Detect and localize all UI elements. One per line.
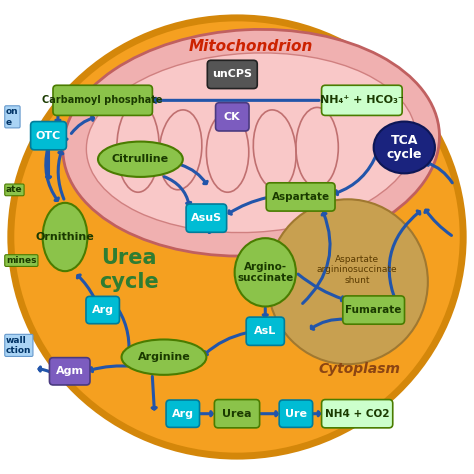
Text: Urea: Urea xyxy=(222,409,252,419)
Text: NH₄⁺ + HCO₃⁻: NH₄⁺ + HCO₃⁻ xyxy=(320,95,404,105)
FancyBboxPatch shape xyxy=(49,357,90,385)
FancyBboxPatch shape xyxy=(321,400,393,428)
Text: Fumarate: Fumarate xyxy=(346,305,402,315)
FancyBboxPatch shape xyxy=(166,400,200,428)
Text: Arg: Arg xyxy=(91,305,114,315)
Text: AsL: AsL xyxy=(254,326,276,336)
Text: Argino-
succinate: Argino- succinate xyxy=(237,262,293,283)
Text: Aspartate
argininosuccinate
shunt: Aspartate argininosuccinate shunt xyxy=(317,255,398,285)
Text: Aspartate: Aspartate xyxy=(272,192,330,202)
Text: unCPS: unCPS xyxy=(212,69,252,80)
Ellipse shape xyxy=(11,18,463,456)
Text: TCA
cycle: TCA cycle xyxy=(386,134,422,161)
Ellipse shape xyxy=(98,142,183,177)
FancyBboxPatch shape xyxy=(214,400,260,428)
Ellipse shape xyxy=(235,238,296,307)
Text: Arg: Arg xyxy=(172,409,194,419)
Ellipse shape xyxy=(374,121,435,173)
Text: CK: CK xyxy=(224,112,241,122)
FancyBboxPatch shape xyxy=(246,317,284,346)
Text: Citrulline: Citrulline xyxy=(112,154,169,164)
Text: Ornithine: Ornithine xyxy=(36,232,94,242)
Ellipse shape xyxy=(86,53,416,233)
Ellipse shape xyxy=(63,29,439,256)
Ellipse shape xyxy=(268,199,428,364)
Text: Carbamoyl phosphate: Carbamoyl phosphate xyxy=(43,95,163,105)
FancyBboxPatch shape xyxy=(266,183,335,211)
FancyBboxPatch shape xyxy=(186,204,227,232)
Text: Cytoplasm: Cytoplasm xyxy=(319,362,401,376)
FancyBboxPatch shape xyxy=(86,296,119,324)
FancyBboxPatch shape xyxy=(207,60,257,89)
Ellipse shape xyxy=(121,339,206,375)
FancyBboxPatch shape xyxy=(53,85,153,116)
Text: Ure: Ure xyxy=(285,409,307,419)
FancyBboxPatch shape xyxy=(343,296,404,324)
Text: OTC: OTC xyxy=(36,131,61,141)
FancyBboxPatch shape xyxy=(279,400,313,428)
Ellipse shape xyxy=(43,203,87,271)
Text: Agm: Agm xyxy=(56,366,84,376)
Text: Urea
cycle: Urea cycle xyxy=(99,248,158,292)
Text: on
e: on e xyxy=(6,107,19,127)
FancyBboxPatch shape xyxy=(321,85,402,116)
FancyBboxPatch shape xyxy=(31,121,66,150)
Text: NH4 + CO2: NH4 + CO2 xyxy=(325,409,390,419)
Text: wall
ction: wall ction xyxy=(6,336,32,355)
Text: Mitochondrion: Mitochondrion xyxy=(189,39,313,54)
Text: Arginine: Arginine xyxy=(137,352,191,362)
FancyBboxPatch shape xyxy=(216,103,249,131)
Text: ate: ate xyxy=(6,185,23,194)
Text: mines: mines xyxy=(6,256,36,265)
Text: AsuS: AsuS xyxy=(191,213,222,223)
